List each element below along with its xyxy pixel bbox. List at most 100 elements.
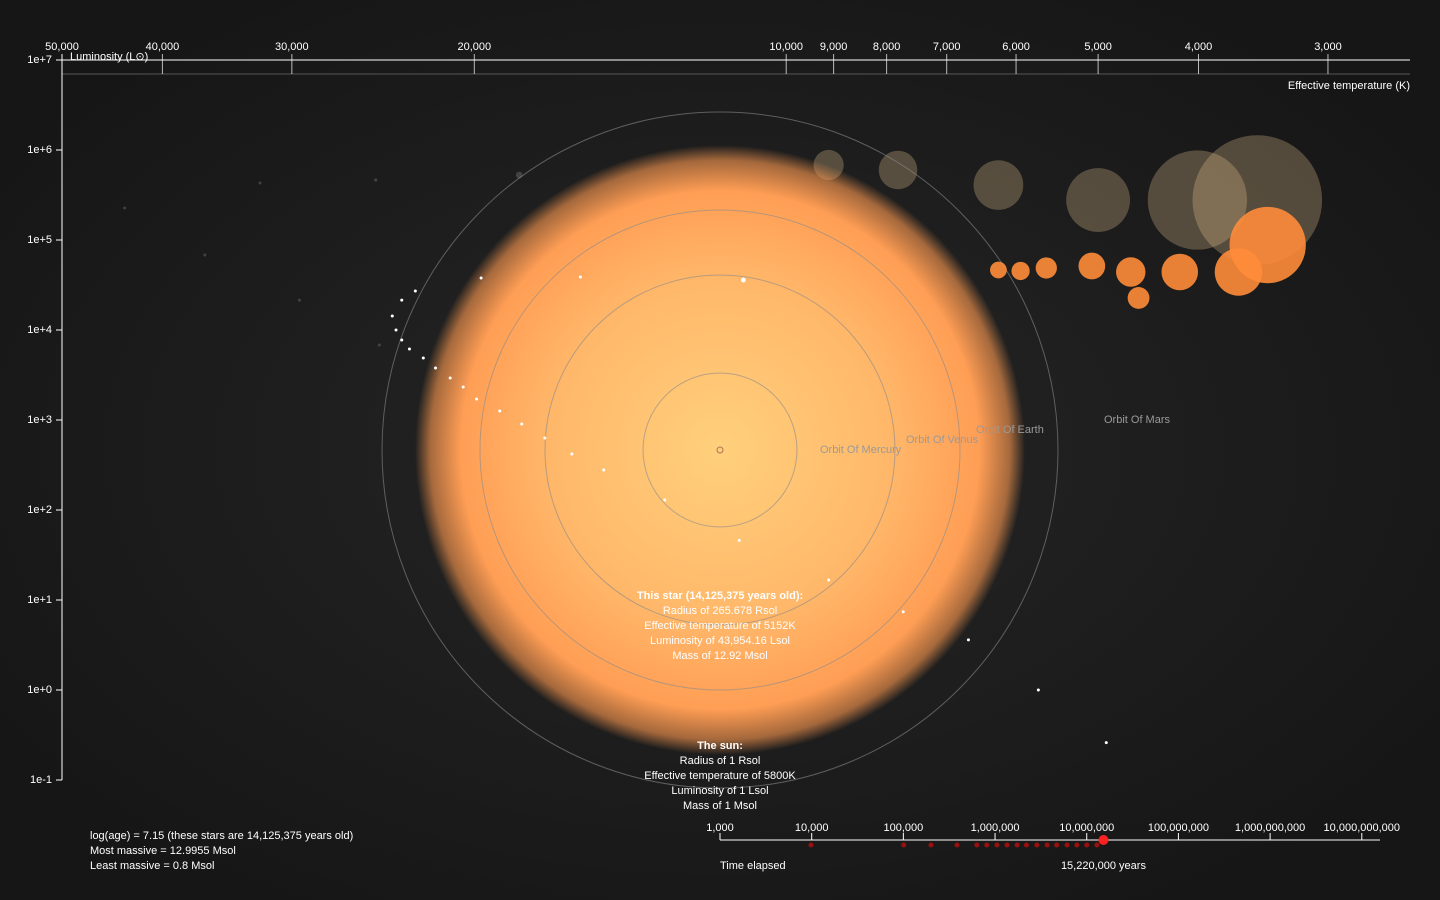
stat: Most massive = 12.9955 Msol bbox=[90, 845, 236, 857]
star-point bbox=[475, 397, 479, 401]
star-point bbox=[543, 436, 547, 440]
star-point bbox=[390, 314, 394, 318]
star-point bbox=[461, 385, 465, 389]
y-tick-label: 1e+1 bbox=[27, 594, 52, 606]
star-point bbox=[1078, 252, 1106, 280]
time-event bbox=[808, 842, 814, 848]
star-point bbox=[973, 160, 1024, 210]
star-point bbox=[1116, 257, 1146, 287]
star-point bbox=[578, 275, 582, 279]
star-point bbox=[123, 206, 127, 210]
star-point bbox=[479, 276, 483, 280]
time-event bbox=[984, 842, 990, 848]
time-event bbox=[1094, 842, 1100, 848]
y-tick-label: 1e+0 bbox=[27, 684, 52, 696]
sun-info: Mass of 1 Msol bbox=[683, 800, 757, 812]
time-event bbox=[1004, 842, 1010, 848]
orbit bbox=[642, 372, 798, 528]
x-tick-label: 6,000 bbox=[1002, 41, 1030, 53]
orbit bbox=[544, 274, 896, 626]
star-info: Mass of 12.92 Msol bbox=[672, 650, 767, 662]
star-point bbox=[498, 409, 502, 413]
star-point bbox=[421, 356, 425, 360]
star-point bbox=[203, 253, 207, 257]
star-point bbox=[400, 338, 404, 342]
sun-info: Radius of 1 Rsol bbox=[680, 755, 761, 767]
x-tick-label: 30,000 bbox=[275, 41, 309, 53]
star-point bbox=[374, 178, 378, 182]
star-point bbox=[663, 498, 667, 502]
y-tick-label: 1e+3 bbox=[27, 414, 52, 426]
star-point bbox=[1066, 168, 1131, 232]
sun-title: The sun: bbox=[697, 740, 743, 752]
star-point bbox=[400, 298, 404, 302]
x-tick-label: 5,000 bbox=[1084, 41, 1112, 53]
time-tick-label: 10,000 bbox=[795, 822, 829, 834]
y-tick-label: 1e+7 bbox=[27, 54, 52, 66]
x-tick-label: 10,000 bbox=[769, 41, 803, 53]
orbit bbox=[479, 209, 961, 691]
time-current bbox=[1098, 835, 1109, 845]
star-point bbox=[515, 171, 523, 179]
star-point bbox=[297, 298, 301, 302]
star-point bbox=[1104, 741, 1108, 745]
time-event bbox=[1084, 842, 1090, 848]
time-event bbox=[1044, 842, 1050, 848]
x-tick-label: 7,000 bbox=[933, 41, 961, 53]
star-point bbox=[990, 261, 1007, 279]
orbit-label: Orbit Of Mars bbox=[1104, 414, 1171, 426]
star-point bbox=[1011, 261, 1030, 281]
y-axis-label: Luminosity (L⊙) bbox=[70, 51, 148, 63]
x-tick-label: 40,000 bbox=[146, 41, 180, 53]
time-event bbox=[1054, 842, 1060, 848]
time-event bbox=[974, 842, 980, 848]
time-event bbox=[1074, 842, 1080, 848]
star-point bbox=[1127, 287, 1150, 309]
star-point bbox=[448, 376, 452, 380]
star-point bbox=[258, 181, 262, 185]
star-point bbox=[570, 452, 574, 456]
time-tick-label: 1,000,000,000 bbox=[1235, 822, 1305, 834]
star-point bbox=[377, 343, 381, 347]
time-event bbox=[928, 842, 934, 848]
star-point bbox=[1229, 206, 1306, 284]
orbit-label: Orbit Of Venus bbox=[906, 434, 979, 446]
y-tick-label: 1e+6 bbox=[27, 144, 52, 156]
x-axis-label: Effective temperature (K) bbox=[1288, 80, 1410, 92]
sun-info: Effective temperature of 5800K bbox=[644, 770, 796, 782]
time-label: Time elapsed bbox=[720, 860, 786, 872]
y-tick-label: 1e+2 bbox=[27, 504, 52, 516]
orbit-label: Orbit Of Mercury bbox=[820, 444, 902, 456]
time-tick-label: 10,000,000 bbox=[1059, 822, 1114, 834]
star-info: Effective temperature of 5152K bbox=[644, 620, 796, 632]
stat: Least massive = 0.8 Msol bbox=[90, 860, 214, 872]
x-tick-label: 4,000 bbox=[1185, 41, 1213, 53]
y-tick-label: 1e+5 bbox=[27, 234, 52, 246]
time-event bbox=[1023, 842, 1029, 848]
sun-info: Luminosity of 1 Lsol bbox=[671, 785, 768, 797]
time-current-label: 15,220,000 years bbox=[1061, 860, 1147, 872]
star-point bbox=[1147, 150, 1248, 250]
time-tick-label: 100,000,000 bbox=[1148, 822, 1209, 834]
star-info: Luminosity of 43,954.16 Lsol bbox=[650, 635, 790, 647]
x-tick-label: 3,000 bbox=[1314, 41, 1342, 53]
time-tick-label: 1,000,000 bbox=[971, 822, 1020, 834]
x-tick-label: 9,000 bbox=[820, 41, 848, 53]
star-point bbox=[901, 610, 905, 614]
x-tick-label: 20,000 bbox=[457, 41, 491, 53]
star-point bbox=[602, 468, 606, 472]
focus-star bbox=[415, 145, 1025, 755]
orbit-label: Orbit Of Earth bbox=[976, 424, 1044, 436]
time-tick-label: 1,000 bbox=[706, 822, 734, 834]
star-point bbox=[407, 347, 411, 351]
time-event bbox=[954, 842, 960, 848]
star-point bbox=[434, 366, 438, 370]
y-tick-label: 1e+4 bbox=[27, 324, 52, 336]
y-tick-label: 1e-1 bbox=[30, 774, 52, 786]
time-event bbox=[994, 842, 1000, 848]
star-point bbox=[740, 277, 746, 283]
x-tick-label: 8,000 bbox=[873, 41, 901, 53]
star-point bbox=[413, 289, 417, 293]
stat: log(age) = 7.15 (these stars are 14,125,… bbox=[90, 830, 353, 842]
